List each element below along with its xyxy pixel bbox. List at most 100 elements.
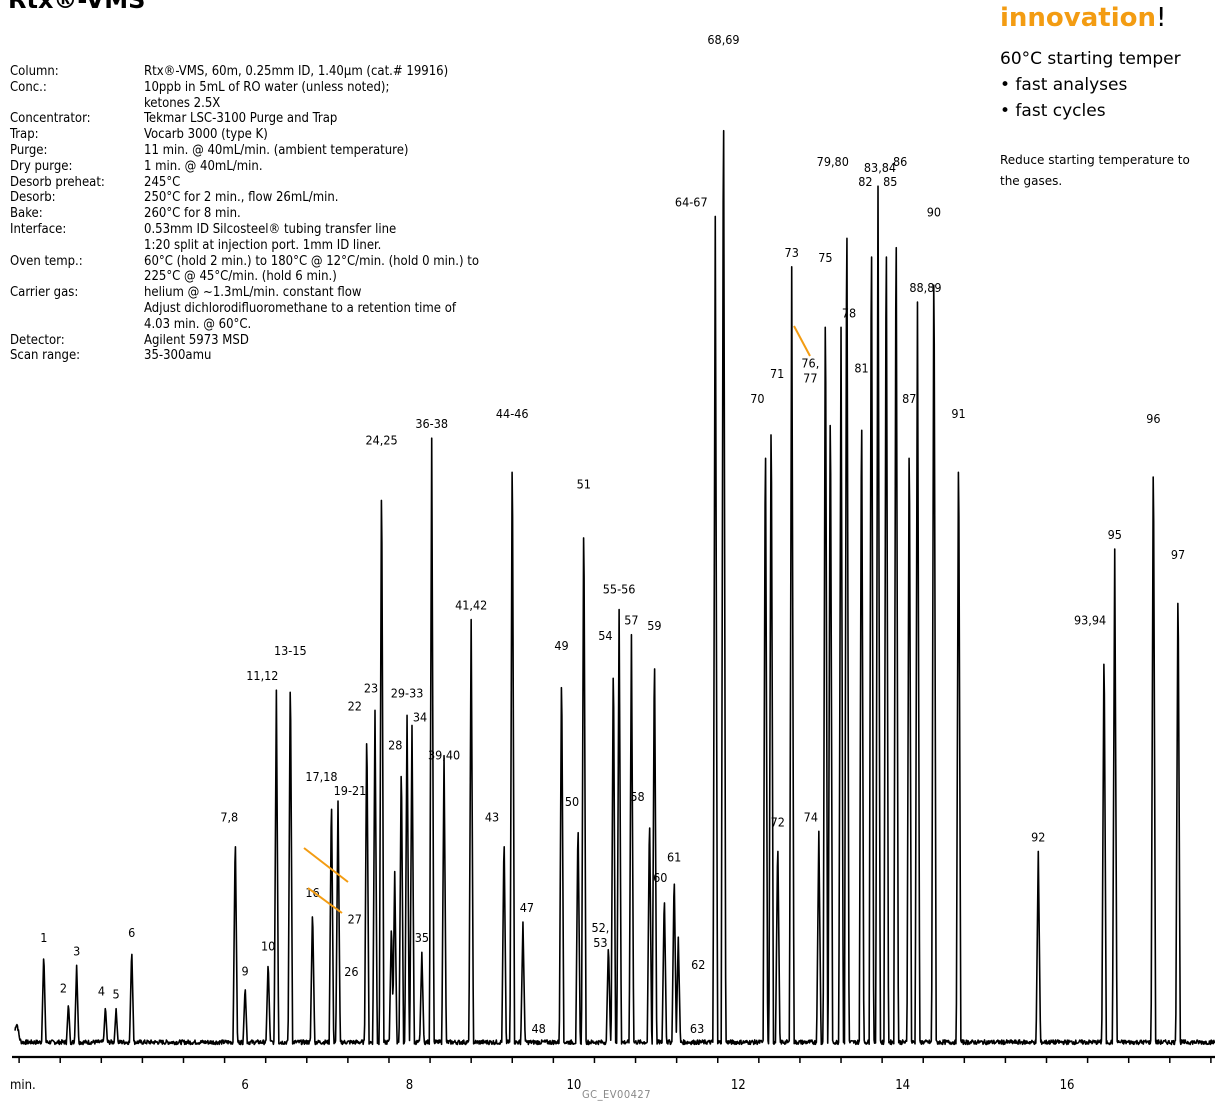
condition-row: Concentrator: Tekmar LSC-3100 Purge and T…: [10, 111, 479, 127]
x-tick-label: 8: [406, 1078, 413, 1093]
condition-label: Desorb preheat:: [10, 174, 105, 190]
peak-label: 68,69: [707, 32, 739, 47]
promo-note-line-2: the gases.: [1000, 174, 1063, 188]
peak-label: 39,40: [428, 748, 460, 763]
condition-value: Vocarb 3000 (type K): [144, 127, 268, 143]
peak-label: 70: [750, 391, 764, 406]
condition-row: Carrier gas: helium @ ~1.3mL/min. constan…: [10, 285, 479, 301]
condition-value: helium @ ~1.3mL/min. constant flow: [144, 285, 362, 301]
peak-label: 75: [818, 250, 832, 265]
condition-value: Agilent 5973 MSD: [144, 332, 249, 348]
condition-value: 260°C for 8 min.: [144, 206, 241, 222]
promo-bullet-fast-cycles: • fast cycles: [1000, 101, 1106, 121]
peak-label: 54: [598, 628, 612, 643]
peak-label: 1: [40, 930, 47, 945]
peak-label: 22: [348, 698, 362, 713]
peak-label: 27: [348, 912, 362, 927]
x-tick-label: 6: [241, 1078, 248, 1093]
peak-label: 58: [630, 789, 644, 804]
peak-label: 96: [1146, 411, 1160, 426]
condition-row: Detector: Agilent 5973 MSD: [10, 333, 479, 349]
peak-label: 48: [532, 1021, 546, 1036]
peak-label: 55-56: [603, 582, 636, 597]
peak-label: 53: [593, 935, 607, 950]
peak-label: 87: [902, 391, 916, 406]
promo-subtitle-text: 60°C starting temper: [1000, 49, 1181, 69]
condition-label: Column:: [10, 64, 59, 79]
condition-value: 4.03 min. @ 60°C.: [144, 316, 252, 332]
peak-label: 59: [647, 618, 661, 633]
condition-value: 11 min. @ 40mL/min. (ambient temperature…: [144, 142, 409, 158]
analytical-conditions: Column: Rtx®-VMS, 60m, 0.25mm ID, 1.40µm …: [10, 64, 479, 364]
condition-row: Desorb preheat: 245°C: [10, 175, 479, 191]
peak-label: 81: [854, 361, 868, 376]
condition-value: ketones 2.5X: [144, 95, 221, 111]
peak-label: 79,80: [817, 154, 849, 169]
condition-row: Purge: 11 min. @ 40mL/min. (ambient tempe…: [10, 143, 479, 159]
peak-label: 41,42: [455, 598, 487, 613]
leader-line-27: [303, 847, 349, 883]
leader-line-76-77: [793, 325, 811, 357]
condition-value: 0.53mm ID Silcosteel® tubing transfer li…: [144, 221, 397, 237]
condition-value: Rtx®-VMS, 60m, 0.25mm ID, 1.40µm (cat.# …: [144, 64, 449, 79]
peak-label: 57: [624, 613, 638, 628]
peak-label: 83,84: [864, 160, 896, 175]
promo-subtitle: 60°C starting temper • fast analyses • f…: [1000, 46, 1215, 124]
promo-note-line-1: Reduce starting temperature to: [1000, 153, 1190, 167]
peak-label: 9: [242, 964, 249, 979]
condition-label: Bake:: [10, 206, 43, 222]
peak-label: 71: [770, 366, 784, 381]
condition-row: 1:20 split at injection port. 1mm ID lin…: [10, 238, 479, 254]
peak-label: 7,8: [220, 809, 238, 824]
condition-value: Adjust dichlorodifluoromethane to a rete…: [144, 300, 456, 316]
condition-value: 1 min. @ 40mL/min.: [144, 158, 263, 174]
peak-label: 43: [485, 809, 499, 824]
leader-line-26: [307, 887, 343, 914]
condition-row: 4.03 min. @ 60°C.: [10, 317, 479, 333]
peak-label: 90: [927, 204, 941, 219]
condition-value: 35-300amu: [144, 348, 212, 364]
peak-label: 85: [883, 174, 897, 189]
peak-label: 64-67: [675, 194, 708, 209]
condition-value: 1:20 split at injection port. 1mm ID lin…: [144, 237, 382, 253]
condition-value: 250°C for 2 min., flow 26mL/min.: [144, 190, 339, 206]
condition-value: 245°C: [144, 174, 181, 190]
condition-label: Concentrator:: [10, 111, 91, 127]
peak-label: 97: [1171, 547, 1185, 562]
condition-value: 10ppb in 5mL of RO water (unless noted);: [144, 79, 390, 95]
condition-label: Interface:: [10, 221, 67, 237]
peak-label: 6: [128, 925, 135, 940]
chart-title: Rtx®-VMS: [8, 0, 146, 14]
peak-label: 93,94: [1074, 613, 1106, 628]
peak-label: 78: [842, 305, 856, 320]
peak-label: 29-33: [391, 685, 424, 700]
condition-row: ketones 2.5X: [10, 96, 479, 112]
figure-code: GC_EV00427: [582, 1088, 652, 1101]
peak-label: 4: [98, 984, 105, 999]
peak-label: 28: [388, 738, 402, 753]
condition-row: Adjust dichlorodifluoromethane to a rete…: [10, 301, 479, 317]
promo-bullet-fast-analyses: • fast analyses: [1000, 75, 1128, 95]
condition-row: Scan range: 35-300amu: [10, 348, 479, 364]
peak-label: 63: [690, 1021, 704, 1036]
peak-label: 17,18: [305, 769, 337, 784]
peak-label: 49: [554, 638, 568, 653]
condition-row: Column: Rtx®-VMS, 60m, 0.25mm ID, 1.40µm …: [10, 64, 479, 80]
condition-value: Tekmar LSC-3100 Purge and Trap: [144, 111, 338, 127]
peak-label: 86: [893, 154, 907, 169]
condition-label: Oven temp.:: [10, 253, 83, 269]
peak-label: 11,12: [246, 668, 278, 683]
peak-label: 51: [577, 477, 591, 492]
peak-label: 19-21: [334, 783, 367, 798]
peak-label: 73: [785, 245, 799, 260]
peak-label: 76,: [801, 356, 819, 371]
peak-label: 60: [653, 870, 667, 885]
peak-label: 35: [415, 930, 429, 945]
condition-row: Bake: 260°C for 8 min.: [10, 206, 479, 222]
peak-label: 34: [413, 709, 427, 724]
promo-note: Reduce starting temperature to the gases…: [1000, 150, 1215, 192]
peak-label: 50: [565, 794, 579, 809]
peak-label: 44-46: [496, 406, 529, 421]
condition-value: 225°C @ 45°C/min. (hold 6 min.): [144, 269, 337, 285]
